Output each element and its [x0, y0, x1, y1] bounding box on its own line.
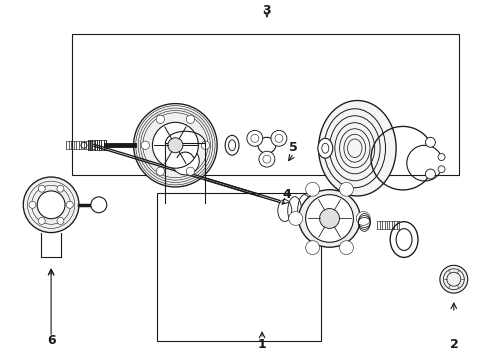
Circle shape: [156, 167, 165, 175]
Circle shape: [356, 212, 370, 225]
Circle shape: [38, 217, 45, 224]
Circle shape: [440, 265, 468, 293]
Circle shape: [134, 104, 217, 187]
Circle shape: [37, 191, 65, 219]
Text: 1: 1: [258, 338, 267, 351]
Ellipse shape: [225, 135, 239, 155]
Circle shape: [186, 115, 195, 123]
Circle shape: [340, 241, 353, 255]
Circle shape: [186, 167, 195, 175]
Circle shape: [425, 137, 436, 147]
Bar: [157, 193, 320, 341]
Ellipse shape: [299, 190, 360, 247]
Circle shape: [152, 122, 198, 168]
Circle shape: [319, 208, 340, 228]
Circle shape: [23, 177, 79, 233]
Ellipse shape: [318, 138, 333, 158]
Circle shape: [201, 141, 210, 149]
Circle shape: [81, 142, 87, 148]
Ellipse shape: [318, 100, 396, 196]
Text: 5: 5: [290, 141, 298, 154]
Ellipse shape: [229, 140, 236, 151]
Circle shape: [306, 241, 319, 255]
Circle shape: [172, 147, 199, 175]
Bar: [72, 33, 460, 175]
Circle shape: [57, 185, 64, 192]
Circle shape: [306, 182, 319, 196]
Circle shape: [38, 185, 45, 192]
Circle shape: [438, 154, 445, 161]
Ellipse shape: [390, 222, 418, 257]
Circle shape: [29, 201, 36, 208]
Text: 4: 4: [282, 188, 291, 201]
Circle shape: [438, 166, 445, 173]
Text: 3: 3: [263, 4, 271, 17]
Circle shape: [66, 201, 73, 208]
Circle shape: [306, 195, 353, 242]
Circle shape: [425, 169, 436, 179]
Text: 2: 2: [450, 338, 459, 351]
Circle shape: [156, 115, 165, 123]
Circle shape: [57, 217, 64, 224]
Circle shape: [259, 151, 275, 167]
Text: 6: 6: [47, 334, 55, 347]
Circle shape: [289, 212, 303, 225]
Circle shape: [247, 130, 263, 146]
Circle shape: [141, 141, 149, 149]
Circle shape: [340, 182, 353, 196]
Ellipse shape: [258, 137, 276, 153]
Circle shape: [168, 138, 183, 153]
Circle shape: [91, 197, 107, 213]
Circle shape: [271, 130, 287, 146]
